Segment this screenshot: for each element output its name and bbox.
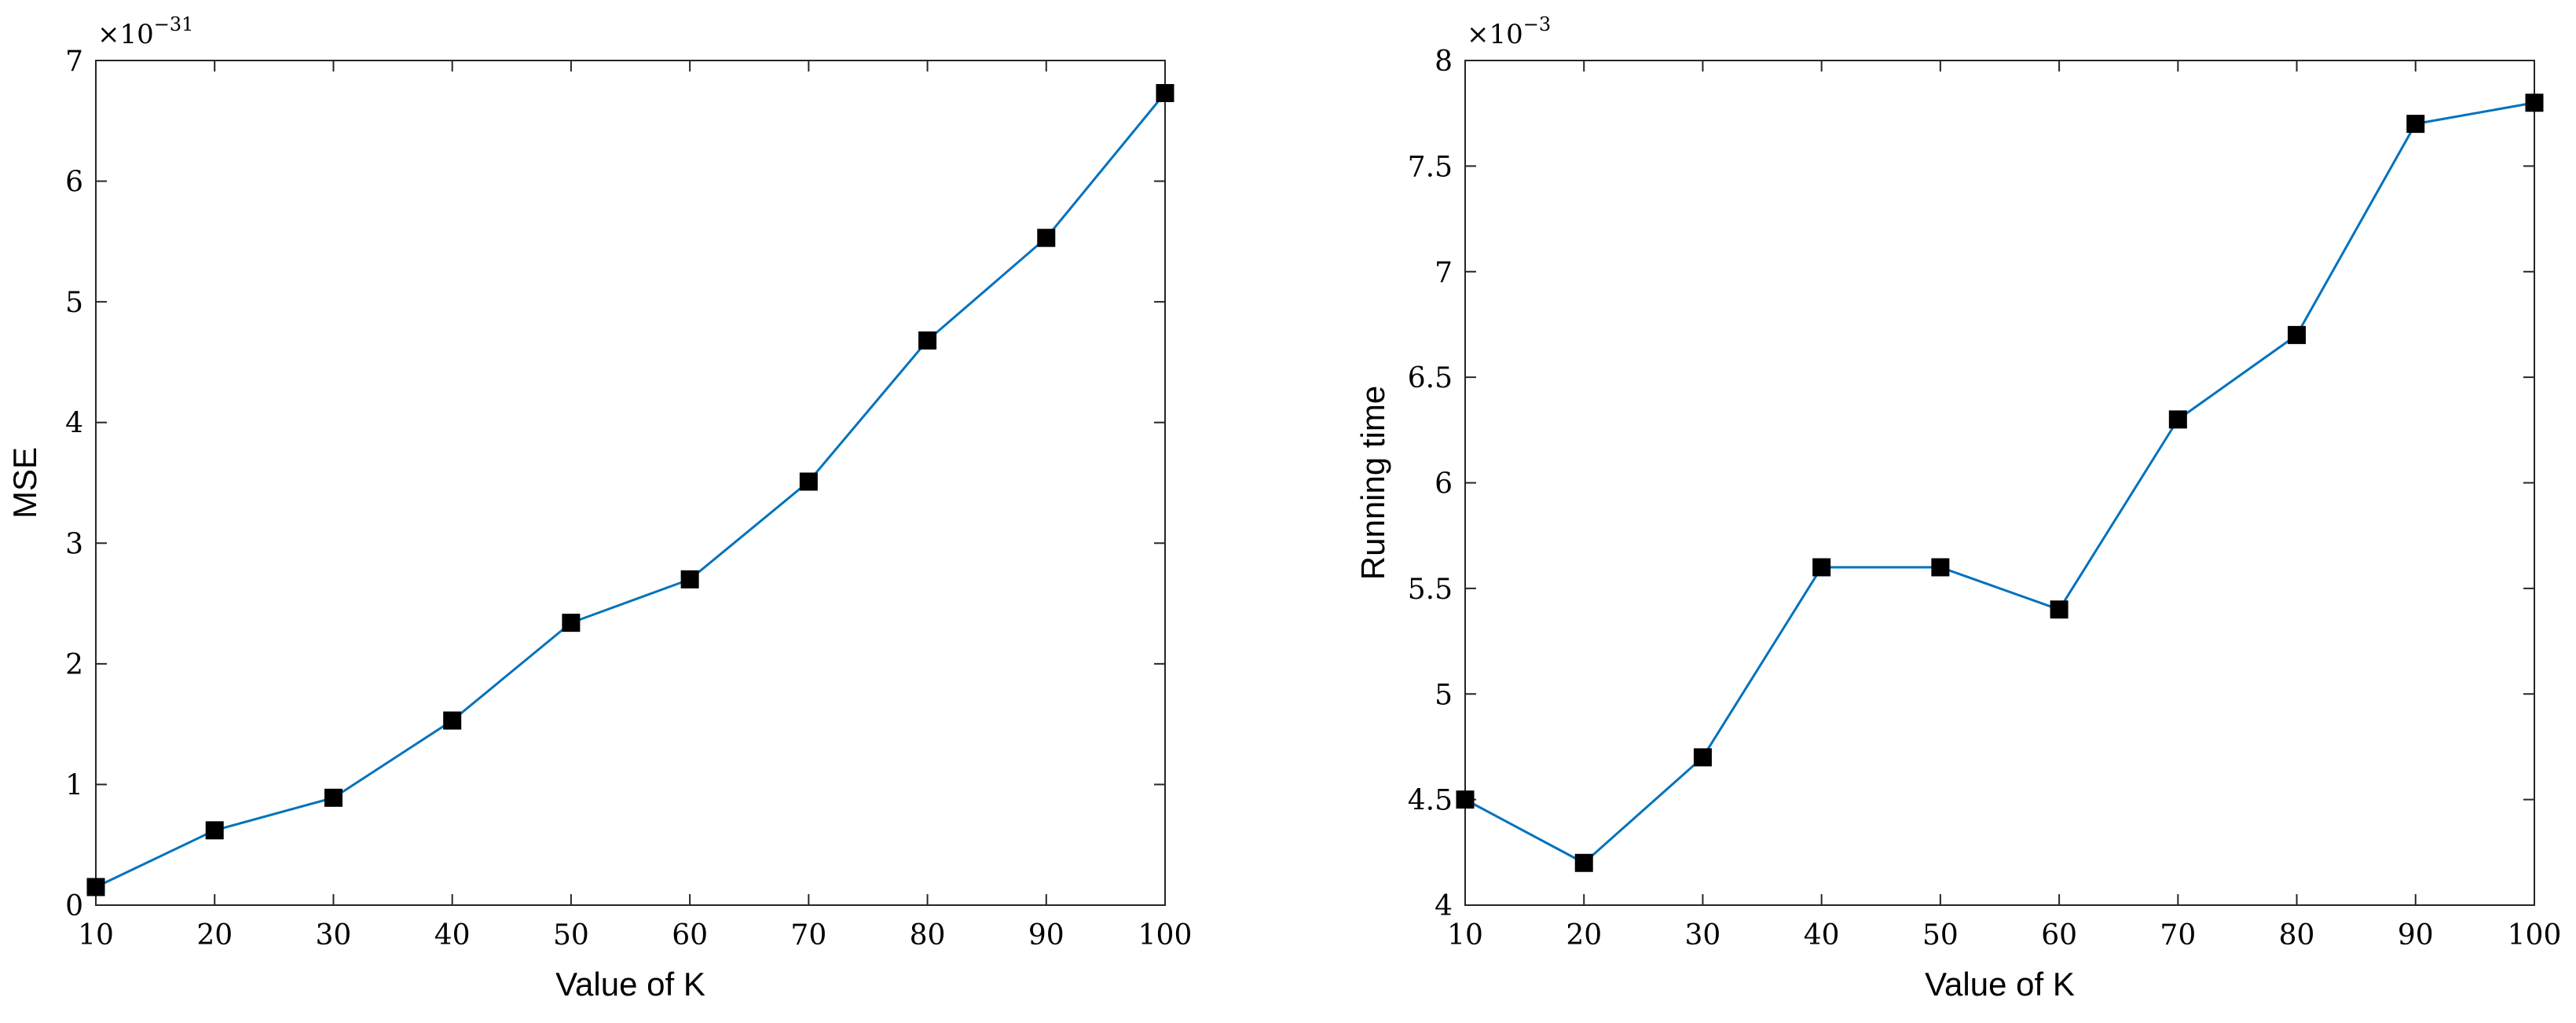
y-tick-label: 7.5 xyxy=(1408,151,1453,183)
y-tick-label: 5.5 xyxy=(1408,574,1453,606)
y-tick-label: 0 xyxy=(65,890,83,922)
x-tick-label: 90 xyxy=(2398,919,2434,952)
x-tick-label: 20 xyxy=(196,919,233,952)
x-tick-label: 30 xyxy=(1685,919,1721,952)
y-tick-label: 7 xyxy=(1435,257,1453,289)
y-exponent-base: ×10 xyxy=(1467,19,1523,50)
x-tick-label: 60 xyxy=(2041,919,2077,952)
x-tick-label: 70 xyxy=(2160,919,2196,952)
data-point-marker xyxy=(1812,558,1831,577)
y-tick-label: 1 xyxy=(65,769,83,801)
x-axis-title: Value of K xyxy=(1925,966,2075,1003)
y-exponent-label: ×10−31 xyxy=(97,13,193,50)
x-tick-label: 60 xyxy=(672,919,708,952)
chart-running-time: 10 20 30 40 50 60 70 80 90 100 4 4.5 5 5.5 6 6.5 7 7.5 8 ×1… xyxy=(1354,13,2561,1003)
data-point-marker xyxy=(562,614,581,632)
series-line xyxy=(1464,101,2535,865)
x-tick-label: 10 xyxy=(78,919,114,952)
data-point-marker xyxy=(443,711,462,730)
y-exponent-base: ×10 xyxy=(97,19,154,50)
y-exponent-label: ×10−3 xyxy=(1467,13,1551,50)
data-point-marker xyxy=(2525,94,2544,112)
series-line xyxy=(95,92,1167,889)
x-tick-label: 100 xyxy=(2508,919,2562,952)
x-tick-label: 100 xyxy=(1138,919,1193,952)
data-point-marker xyxy=(1456,790,1475,809)
y-tick-label: 2 xyxy=(65,649,83,681)
y-tick-label: 4.5 xyxy=(1408,785,1453,817)
y-tick-label: 3 xyxy=(65,528,83,560)
data-point-marker xyxy=(205,821,224,840)
y-tick-label: 7 xyxy=(65,46,83,78)
x-tick-label: 50 xyxy=(553,919,589,952)
x-tick-label: 50 xyxy=(1922,919,1959,952)
y-tick-label: 6 xyxy=(65,167,83,199)
y-tick-label: 5 xyxy=(65,287,83,319)
y-exponent-power: −31 xyxy=(154,13,194,35)
data-point-marker xyxy=(2050,600,2068,619)
data-point-marker xyxy=(2406,115,2425,134)
y-exponent-power: −3 xyxy=(1523,13,1551,35)
data-point-marker xyxy=(2168,410,2187,429)
x-tick-label: 40 xyxy=(1804,919,1840,952)
y-tick-label: 5 xyxy=(1435,679,1453,711)
data-point-marker xyxy=(1693,748,1712,767)
x-tick-label: 80 xyxy=(910,919,946,952)
y-axis-title: MSE xyxy=(6,447,43,519)
data-point-marker xyxy=(2288,325,2307,344)
x-axis-title: Value of K xyxy=(555,966,705,1003)
y-tick-label: 6.5 xyxy=(1408,362,1453,394)
data-point-marker xyxy=(1037,229,1056,248)
y-tick-label: 8 xyxy=(1435,46,1453,78)
axes-box xyxy=(1464,60,2535,906)
data-point-marker xyxy=(1574,853,1593,872)
y-tick-label: 6 xyxy=(1435,468,1453,500)
x-tick-label: 30 xyxy=(316,919,352,952)
x-tick-label: 70 xyxy=(790,919,826,952)
data-point-marker xyxy=(799,472,818,491)
x-tick-label: 80 xyxy=(2279,919,2315,952)
chart-mse: 10 20 30 40 50 60 70 80 90 100 0 1 2 3 4 5 6 7 ×10−31 Value… xyxy=(6,13,1192,1003)
x-tick-label: 40 xyxy=(434,919,471,952)
x-tick-label: 90 xyxy=(1028,919,1064,952)
data-point-marker xyxy=(1156,83,1174,102)
data-point-marker xyxy=(1931,558,1950,577)
x-tick-label: 10 xyxy=(1447,919,1483,952)
data-point-marker xyxy=(680,570,699,588)
x-tick-label: 20 xyxy=(1566,919,1602,952)
data-point-marker xyxy=(324,788,343,807)
axes-box xyxy=(95,60,1166,906)
data-point-marker xyxy=(918,331,937,350)
y-tick-label: 4 xyxy=(1435,890,1453,922)
data-point-marker xyxy=(86,878,105,896)
y-tick-label: 4 xyxy=(65,408,83,440)
y-axis-title: Running time xyxy=(1354,386,1391,580)
